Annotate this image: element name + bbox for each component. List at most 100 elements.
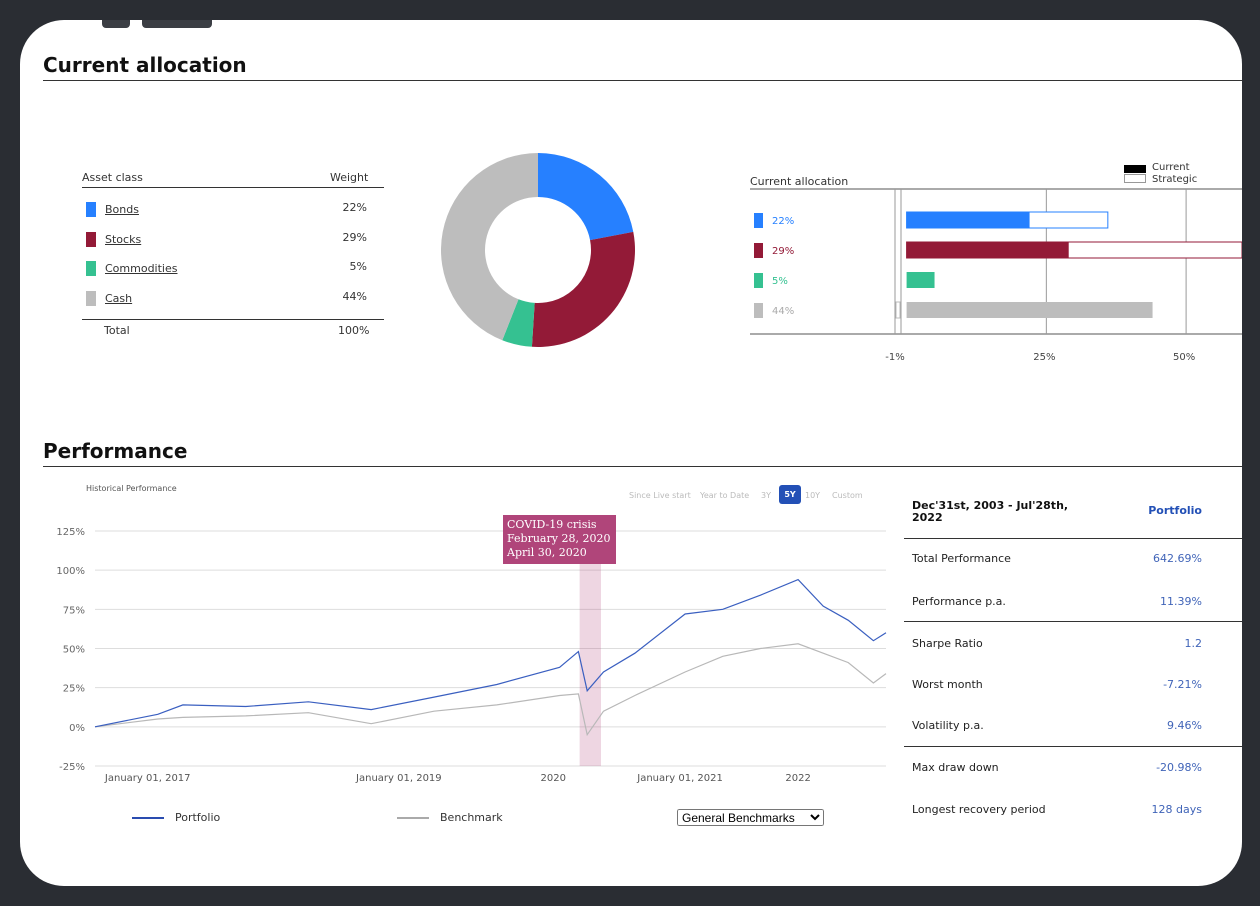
allocation-title: Current allocation (43, 53, 247, 77)
asset-color-swatch (86, 202, 96, 217)
range-button-since-live-start[interactable]: Since Live start (629, 491, 691, 500)
asset-weight: 5% (349, 260, 367, 273)
table-total-rule (82, 319, 384, 320)
bar-row-label: 5% (772, 276, 788, 287)
perf-x-tick: January 01, 2021 (636, 773, 723, 784)
bars-x-tick: 50% (1173, 352, 1195, 363)
bar-current (906, 212, 1030, 228)
bars-title: Current allocation (750, 175, 849, 188)
legend-current-swatch (1124, 165, 1146, 173)
stat-label: Sharpe Ratio (912, 637, 983, 650)
range-button-year-to-date[interactable]: Year to Date (700, 491, 750, 500)
annotation-start: February 28, 2020 (507, 532, 611, 545)
app-window: Current allocation Asset class Weight Bo… (20, 20, 1242, 886)
donut-slice-commodities (502, 299, 535, 347)
stat-value: 11.39% (1160, 595, 1202, 608)
asset-link-commodities[interactable]: Commodities (105, 262, 178, 275)
stat-value: 9.46% (1167, 719, 1202, 732)
bar-current (906, 242, 1069, 258)
perf-x-tick: 2020 (541, 773, 566, 784)
legend-strategic-label: Strategic (1152, 174, 1198, 185)
perf-y-tick: 100% (56, 566, 85, 577)
legend-benchmark-line (397, 817, 429, 819)
stats-period: Dec'31st, 2003 - Jul'28th, 2022 (912, 499, 1069, 524)
legend-benchmark-label: Benchmark (440, 811, 503, 824)
stat-label: Performance p.a. (912, 595, 1006, 608)
perf-y-tick: -25% (59, 762, 85, 773)
range-button-3y[interactable]: 3Y (761, 491, 771, 500)
donut-slice-stocks (531, 231, 635, 347)
asset-class-header: Asset class (82, 171, 143, 184)
stats-portfolio-header: Portfolio (1148, 504, 1202, 517)
legend-portfolio-label: Portfolio (175, 811, 221, 824)
allocation-donut-chart (440, 153, 635, 347)
stat-value: -7.21% (1163, 678, 1202, 691)
stat-label: Worst month (912, 678, 983, 691)
stat-label: Longest recovery period (912, 803, 1046, 816)
legend-portfolio-line (132, 817, 164, 819)
allocation-divider (43, 80, 1242, 81)
bar-row-label: 29% (772, 246, 794, 257)
perf-x-tick: January 01, 2017 (104, 773, 191, 784)
range-button-10y[interactable]: 10Y (805, 491, 821, 500)
series-line-benchmark (94, 643, 887, 737)
total-label: Total (104, 324, 130, 337)
perf-y-tick: 0% (69, 723, 85, 734)
asset-weight: 44% (342, 289, 367, 303)
asset-color-swatch (86, 231, 96, 247)
range-button-custom[interactable]: Custom (832, 491, 863, 500)
stats-rule (904, 746, 1242, 747)
perf-y-tick: 75% (63, 605, 85, 616)
benchmark-select[interactable]: General Benchmarks (677, 809, 824, 826)
bar-strategic (895, 301, 901, 319)
asset-color-swatch (86, 261, 96, 276)
asset-weight: 29% (342, 230, 367, 244)
perf-y-tick: 125% (56, 527, 85, 538)
performance-divider (43, 466, 1242, 467)
stat-label: Volatility p.a. (912, 719, 984, 732)
stat-value: 642.69% (1153, 552, 1202, 565)
stat-label: Total Performance (912, 552, 1011, 565)
range-button-5y[interactable]: 5Y (779, 485, 801, 504)
window-tab (142, 20, 212, 28)
donut-slice-cash (440, 153, 538, 341)
bar-current (906, 272, 935, 288)
window-tab (102, 20, 130, 28)
stats-rule (904, 621, 1242, 622)
series-line-portfolio (94, 578, 887, 728)
bars-x-tick: -1% (885, 352, 904, 363)
stat-value: -20.98% (1156, 761, 1202, 774)
asset-link-cash[interactable]: Cash (105, 291, 133, 305)
legend-strategic-swatch (1124, 174, 1146, 183)
perf-x-tick: 2022 (785, 773, 810, 784)
bar-row-swatch (754, 273, 763, 288)
bar-row-label: 44% (772, 306, 794, 317)
bar-row-swatch (754, 303, 763, 318)
performance-title: Performance (43, 439, 188, 463)
annotation-title: COVID-19 crisis (507, 518, 597, 531)
annotation-end: April 30, 2020 (507, 546, 587, 559)
perf-x-tick: January 01, 2019 (355, 773, 442, 784)
legend-current-label: Current (1152, 162, 1190, 173)
bars-x-tick: 25% (1033, 352, 1055, 363)
stat-value: 128 days (1151, 803, 1202, 816)
stats-rule (904, 538, 1242, 539)
stat-value: 1.2 (1184, 637, 1203, 650)
covid-highlight-band (579, 528, 601, 766)
weight-header: Weight (330, 171, 369, 184)
asset-color-swatch (86, 290, 96, 306)
donut-slice-bonds (538, 153, 634, 241)
perf-y-tick: 50% (63, 645, 85, 656)
historical-performance-label: Historical Performance (86, 484, 177, 493)
performance-line-chart: 125% 100% 75% 50% 25% 0% -25% January 01, 2017 J… (56, 527, 887, 784)
stat-label: Max draw down (912, 761, 999, 774)
bar-row-swatch (754, 243, 763, 258)
asset-weight: 22% (342, 201, 367, 214)
asset-link-stocks[interactable]: Stocks (105, 232, 142, 246)
bar-row-label: 22% (772, 216, 794, 227)
allocation-bar-chart: 22% 29% 5% 44% -1% 25% 50% (750, 188, 1242, 363)
asset-link-bonds[interactable]: Bonds (105, 203, 139, 216)
perf-y-tick: 25% (63, 684, 85, 695)
covid-annotation: COVID-19 crisis February 28, 2020 April … (503, 515, 616, 564)
bar-row-swatch (754, 213, 763, 228)
